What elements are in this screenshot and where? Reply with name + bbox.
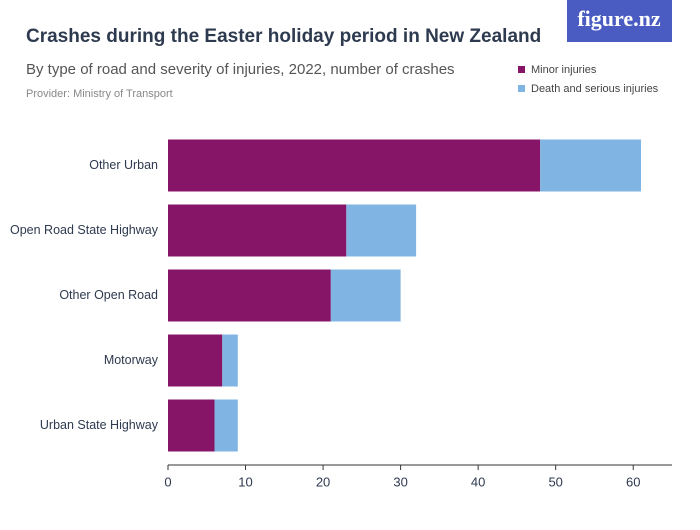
y-tick-label: Other Urban <box>89 158 158 172</box>
brand-logo: figure.nz <box>577 6 661 31</box>
x-tick-label: 0 <box>164 474 171 489</box>
bar-segment <box>222 334 238 387</box>
y-tick-label: Motorway <box>104 353 159 367</box>
chart-title: Crashes during the Easter holiday period… <box>26 26 541 47</box>
legend-swatch <box>518 66 525 73</box>
bar-segment <box>168 204 347 257</box>
x-tick-label: 20 <box>316 474 330 489</box>
x-tick-label: 10 <box>238 474 252 489</box>
bar-segment <box>168 139 541 192</box>
legend-label: Minor injuries <box>531 64 597 76</box>
x-tick-label: 40 <box>471 474 485 489</box>
y-tick-label: Urban State Highway <box>40 418 159 432</box>
bar-segment <box>168 269 331 322</box>
x-tick-label: 30 <box>393 474 407 489</box>
y-tick-label: Open Road State Highway <box>10 223 159 237</box>
bar-segment <box>346 204 417 257</box>
brand-box <box>567 0 672 42</box>
bar-segment <box>330 269 401 322</box>
x-tick-label: 60 <box>626 474 640 489</box>
chart-subtitle: By type of road and severity of injuries… <box>26 61 455 78</box>
x-tick-label: 50 <box>548 474 562 489</box>
bar-segment <box>214 399 238 452</box>
legend-swatch <box>518 85 525 92</box>
bar-segment <box>168 399 215 452</box>
y-tick-label: Other Open Road <box>59 288 158 302</box>
bar-segment <box>168 334 223 387</box>
bar-segment <box>540 139 641 192</box>
chart-source: Provider: Ministry of Transport <box>26 88 173 100</box>
legend-label: Death and serious injuries <box>531 83 659 95</box>
